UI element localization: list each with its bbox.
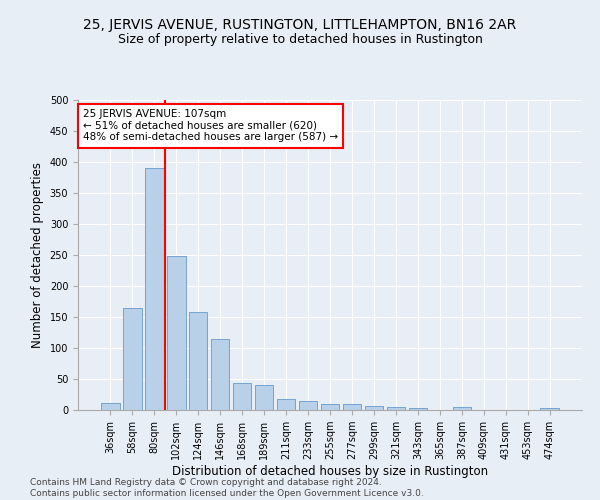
Y-axis label: Number of detached properties: Number of detached properties [31,162,44,348]
Bar [299,400,317,410]
Text: Contains HM Land Registry data © Crown copyright and database right 2024.
Contai: Contains HM Land Registry data © Crown c… [30,478,424,498]
Bar [343,404,361,410]
Bar [365,406,383,410]
Bar [167,256,185,410]
Bar [409,408,427,410]
Bar [233,384,251,410]
Bar [255,385,274,410]
Text: 25 JERVIS AVENUE: 107sqm
← 51% of detached houses are smaller (620)
48% of semi-: 25 JERVIS AVENUE: 107sqm ← 51% of detach… [83,110,338,142]
Bar [452,407,471,410]
Bar [101,402,119,410]
Bar [541,408,559,410]
Bar [277,399,295,410]
Bar [123,308,142,410]
Bar [320,404,340,410]
Text: 25, JERVIS AVENUE, RUSTINGTON, LITTLEHAMPTON, BN16 2AR: 25, JERVIS AVENUE, RUSTINGTON, LITTLEHAM… [83,18,517,32]
Text: Size of property relative to detached houses in Rustington: Size of property relative to detached ho… [118,32,482,46]
Bar [386,407,405,410]
X-axis label: Distribution of detached houses by size in Rustington: Distribution of detached houses by size … [172,465,488,478]
Bar [211,338,229,410]
Bar [145,168,164,410]
Bar [189,312,208,410]
